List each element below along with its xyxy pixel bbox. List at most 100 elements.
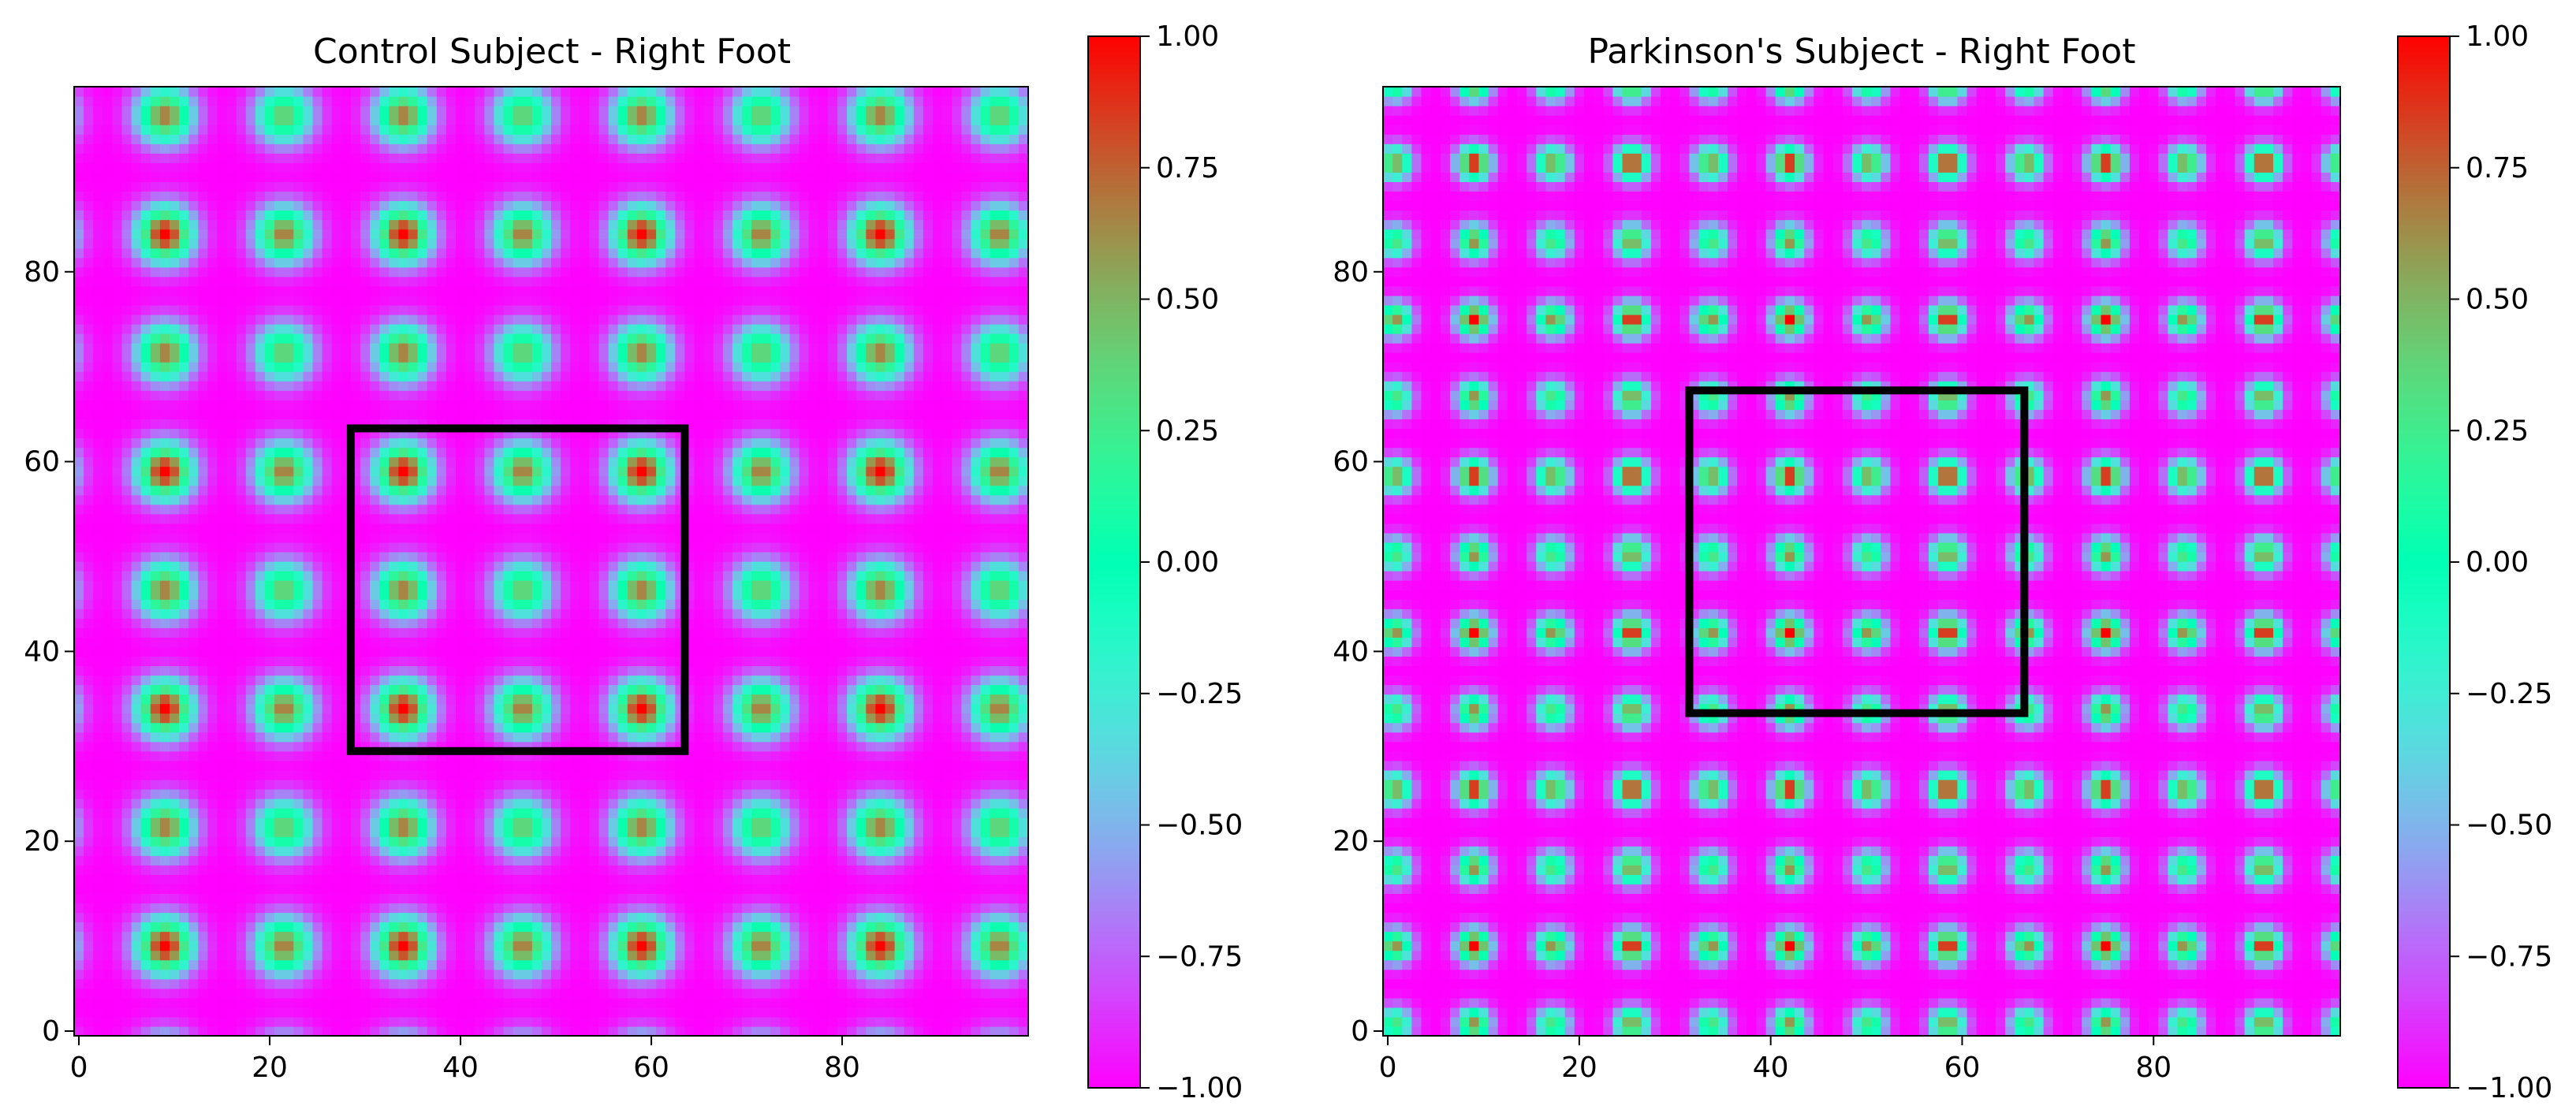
heatmap-cell [1018, 627, 1029, 638]
heatmap-cell [580, 1007, 590, 1018]
heatmap-cell [904, 590, 915, 600]
heatmap-cell [360, 694, 371, 705]
heatmap-cell [923, 969, 934, 980]
heatmap-cell [341, 988, 352, 999]
heatmap-cell [837, 769, 848, 780]
heatmap-cell [608, 656, 619, 667]
heatmap-cell [198, 665, 208, 676]
heatmap-cell [980, 637, 991, 647]
heatmap-cell [904, 665, 915, 676]
heatmap-cell [541, 646, 552, 657]
heatmap-cell [952, 580, 962, 590]
heatmap-cell [894, 922, 905, 933]
heatmap-cell [952, 903, 962, 914]
heatmap-cell [847, 940, 857, 951]
heatmap-cell [894, 827, 905, 837]
heatmap-cell [617, 703, 628, 714]
heatmap-cell [140, 788, 151, 799]
heatmap-cell [732, 703, 743, 714]
heatmap-cell [656, 978, 666, 989]
heatmap-cell [1008, 656, 1020, 667]
heatmap-cell [465, 703, 475, 714]
heatmap-cell [331, 1016, 342, 1027]
heatmap-cell [751, 874, 762, 884]
heatmap-cell [656, 571, 666, 581]
heatmap-cell [617, 799, 628, 809]
heatmap-cell [331, 627, 342, 638]
heatmap-cell [961, 884, 971, 894]
heatmap-cell [360, 609, 371, 619]
heatmap-cell [265, 684, 275, 695]
heatmap-cell [436, 571, 447, 581]
heatmap-cell [445, 779, 457, 790]
heatmap-cell [484, 561, 494, 572]
heatmap-cell [522, 627, 533, 638]
heatmap-cell [885, 637, 896, 647]
heatmap-cell [722, 684, 733, 695]
heatmap-cell [722, 760, 733, 771]
heatmap-cell [923, 665, 934, 676]
heatmap-cell [513, 769, 524, 780]
heatmap-cell [198, 903, 208, 914]
heatmap-cell [818, 959, 829, 970]
heatmap-cell [847, 893, 857, 904]
heatmap-cell [341, 865, 352, 875]
heatmap-cell [494, 722, 505, 733]
heatmap-cell [904, 788, 915, 799]
heatmap-cell [722, 846, 733, 856]
heatmap-cell [112, 779, 123, 790]
heatmap-cell [322, 571, 333, 581]
heatmap-cell [751, 609, 762, 619]
heatmap-cell [942, 969, 952, 980]
heatmap-cell [770, 969, 781, 980]
heatmap-cell [999, 855, 1010, 866]
heatmap-cell [531, 978, 542, 989]
heatmap-cell [722, 827, 733, 837]
heatmap-cell [112, 1026, 123, 1037]
heatmap-cell [675, 1016, 685, 1027]
heatmap-cell [331, 675, 342, 686]
heatmap-cell [799, 922, 810, 933]
heatmap-cell [522, 713, 533, 724]
heatmap-cell [303, 732, 314, 743]
heatmap-cell [226, 788, 237, 799]
heatmap-cell [636, 571, 647, 581]
heatmap-cell [561, 580, 571, 590]
heatmap-cell [217, 865, 228, 875]
heatmap-cell [961, 799, 971, 809]
heatmap-cell [494, 931, 505, 942]
heatmap-cell [427, 922, 438, 933]
heatmap-cell [379, 675, 390, 686]
heatmap-cell [284, 694, 294, 705]
heatmap-cell [370, 656, 380, 667]
heatmap-cell [808, 713, 819, 724]
heatmap-cell [513, 912, 524, 923]
heatmap-cell [913, 978, 924, 989]
heatmap-cell [617, 627, 628, 638]
heatmap-cell [398, 788, 409, 799]
heatmap-cell [312, 799, 323, 809]
heatmap-cell [675, 884, 685, 894]
heatmap-cell [732, 732, 743, 743]
heatmap-cell [894, 760, 905, 771]
heatmap-cell [608, 1016, 619, 1027]
heatmap-cell [74, 940, 84, 951]
heatmap-cell [647, 865, 657, 875]
heatmap-cell [1018, 997, 1029, 1008]
heatmap-cell [198, 922, 208, 933]
heatmap-cell [780, 580, 791, 590]
heatmap-cell [522, 684, 533, 695]
heatmap-cell [561, 988, 571, 999]
heatmap-cell [894, 741, 905, 752]
heatmap-cell [503, 684, 514, 695]
heatmap-cell [827, 836, 838, 847]
heatmap-cell [112, 808, 123, 818]
heatmap-cell [570, 627, 580, 638]
heatmap-cell [770, 590, 781, 600]
heatmap-cell [856, 618, 867, 628]
heatmap-cell [713, 940, 724, 951]
heatmap-cell [913, 874, 924, 884]
heatmap-cell [999, 950, 1010, 961]
heatmap-cell [179, 656, 189, 667]
heatmap-cell [207, 675, 218, 686]
